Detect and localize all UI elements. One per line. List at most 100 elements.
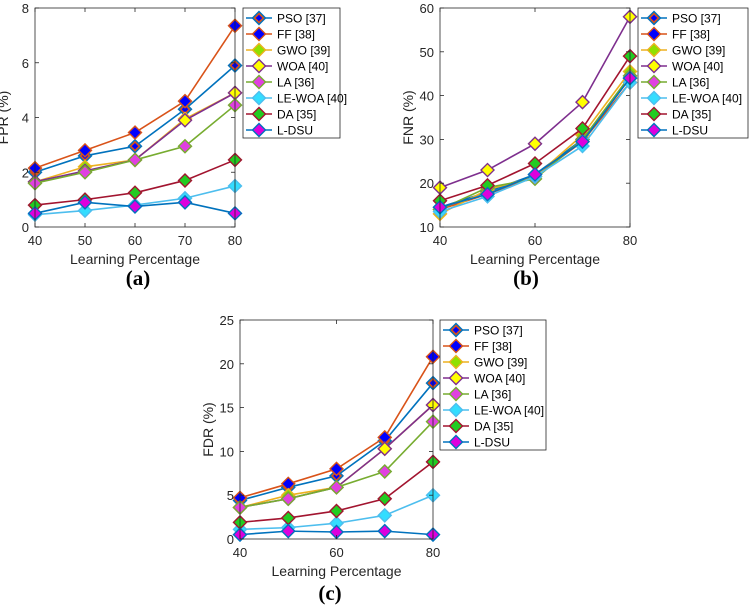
- data-point-s4-p2: [480, 162, 495, 178]
- legend-label: L-DSU: [474, 436, 510, 450]
- panel-caption: (b): [513, 266, 539, 290]
- legend-item: FF [38]: [246, 26, 315, 42]
- legend-item: L-DSU: [443, 434, 510, 450]
- data-point-s2-p2: [77, 142, 93, 158]
- data-point-s5-p4-inner: [181, 142, 189, 150]
- legend-label: LA [36]: [277, 76, 314, 90]
- panel-caption: (c): [318, 581, 341, 605]
- legend-item: L-DSU: [641, 122, 708, 138]
- legend-marker-icon-inner: [255, 110, 263, 118]
- legend-label: PSO [37]: [474, 324, 523, 338]
- legend-item: GWO [39]: [246, 42, 330, 58]
- data-point-s1-p4-inner: [181, 105, 189, 113]
- legend-item: PSO [37]: [641, 10, 721, 26]
- plot-area: [240, 320, 433, 539]
- data-point-s6-p2: [77, 203, 93, 219]
- data-point-s6-p3-inner: [333, 519, 340, 527]
- x-tick-label: 80: [228, 233, 242, 248]
- legend-marker-icon-inner: [255, 126, 263, 134]
- legend-item: LA [36]: [641, 74, 709, 90]
- legend-label: LE-WOA [40]: [474, 404, 544, 418]
- legend-marker-icon: [448, 370, 464, 386]
- y-tick-label: 5: [227, 488, 234, 503]
- legend-label: PSO [37]: [277, 12, 326, 26]
- legend-label: PSO [37]: [672, 12, 721, 26]
- chart-1: 40 50 60 70 80 0 2 4 6 8 Learning Percentage FPR (%…: [0, 1, 347, 290]
- y-tick-label: 0: [227, 532, 234, 547]
- data-point-s4-p4-inner: [381, 445, 389, 453]
- legend-marker-icon-inner: [452, 438, 460, 446]
- data-point-s2-p4: [377, 429, 393, 445]
- legend-marker-icon: [251, 42, 267, 58]
- legend-label: FF [38]: [672, 28, 710, 42]
- data-point-s6-p4-inner: [381, 512, 389, 519]
- x-tick-label: 60: [128, 233, 142, 248]
- data-point-s8-p4: [177, 194, 193, 210]
- legend-marker-icon: [448, 322, 464, 338]
- data-point-s4-p4-inner: [579, 98, 586, 106]
- data-point-s7-p4-inner: [181, 177, 189, 184]
- legend-label: DA [35]: [474, 420, 513, 434]
- data-point-s4-p4-inner: [181, 116, 189, 124]
- y-tick-label: 30: [420, 132, 434, 147]
- x-tick-label: 40: [28, 233, 42, 248]
- legend-item: LA [36]: [443, 386, 511, 402]
- legend-item: DA [35]: [443, 418, 513, 434]
- legend-marker-icon: [251, 74, 267, 90]
- data-point-s5-p3-inner: [333, 484, 340, 491]
- y-axis-label: FDR (%): [200, 402, 216, 456]
- data-point-s6-p4: [377, 507, 393, 523]
- legend-marker-icon: [251, 90, 267, 106]
- legend-marker-icon: [448, 354, 464, 370]
- data-point-s7-p2-inner: [484, 182, 491, 189]
- legend-marker-icon-inner: [255, 78, 263, 86]
- legend-marker-icon-inner: [452, 326, 460, 334]
- legend-marker-icon: [646, 10, 662, 26]
- x-tick-label: 60: [329, 545, 343, 560]
- legend-marker-icon-inner: [452, 422, 460, 430]
- data-point-s2-p2-inner: [284, 480, 292, 488]
- legend-marker-icon-inner: [650, 78, 658, 86]
- legend-marker-icon-inner: [452, 406, 460, 414]
- legend-item: WOA [40]: [443, 370, 525, 386]
- legend-marker-icon: [251, 122, 267, 138]
- data-point-s8-p2: [480, 186, 495, 202]
- legend-marker-icon-inner: [650, 126, 658, 134]
- x-tick-label: 80: [426, 545, 440, 560]
- data-point-s2-p3-inner: [333, 465, 340, 473]
- legend-item: LA [36]: [246, 74, 314, 90]
- legend-label: GWO [39]: [672, 44, 725, 58]
- data-point-s4-p2-inner: [484, 166, 491, 174]
- x-tick-label: 50: [78, 233, 92, 248]
- legend-marker-icon-inner: [650, 62, 658, 70]
- y-axis-label: FPR (%): [0, 91, 11, 145]
- legend-label: LE-WOA [40]: [277, 92, 347, 106]
- data-point-s8-p2-inner: [484, 190, 491, 198]
- data-point-s5-p4: [177, 138, 193, 154]
- y-axis-label: FNR (%): [400, 90, 416, 144]
- legend-item: WOA [40]: [641, 58, 723, 74]
- y-tick-label: 2: [22, 165, 29, 180]
- legend-label: GWO [39]: [474, 356, 527, 370]
- data-point-s4-p3-inner: [531, 140, 539, 148]
- data-point-s7-p4-inner: [579, 125, 586, 132]
- legend-label: LE-WOA [40]: [672, 92, 742, 106]
- legend-label: LA [36]: [672, 76, 709, 90]
- data-point-s2-p3-inner: [131, 129, 139, 136]
- y-tick-label: 25: [220, 313, 234, 328]
- data-point-s6-p2-inner: [81, 207, 89, 214]
- chart-2: 40 60 80 10 20 30 40 50 60 Learning Percentage FNR…: [400, 1, 749, 290]
- legend-label: WOA [40]: [277, 60, 328, 74]
- legend-item: LE-WOA [40]: [246, 90, 347, 106]
- data-point-s2-p2-inner: [81, 147, 89, 154]
- legend-label: GWO [39]: [277, 44, 330, 58]
- legend-marker-icon-inner: [452, 358, 460, 366]
- legend: PSO [37] FF [38] GWO [39] WOA [40] LA [36] LE…: [439, 319, 547, 451]
- data-point-s7-p3-inner: [131, 189, 139, 197]
- legend-marker-icon: [251, 26, 267, 42]
- legend-item: L-DSU: [246, 122, 313, 138]
- legend-marker-icon-inner: [255, 62, 263, 70]
- data-point-s2-p3: [127, 125, 143, 141]
- data-point-s4-p4: [575, 94, 590, 110]
